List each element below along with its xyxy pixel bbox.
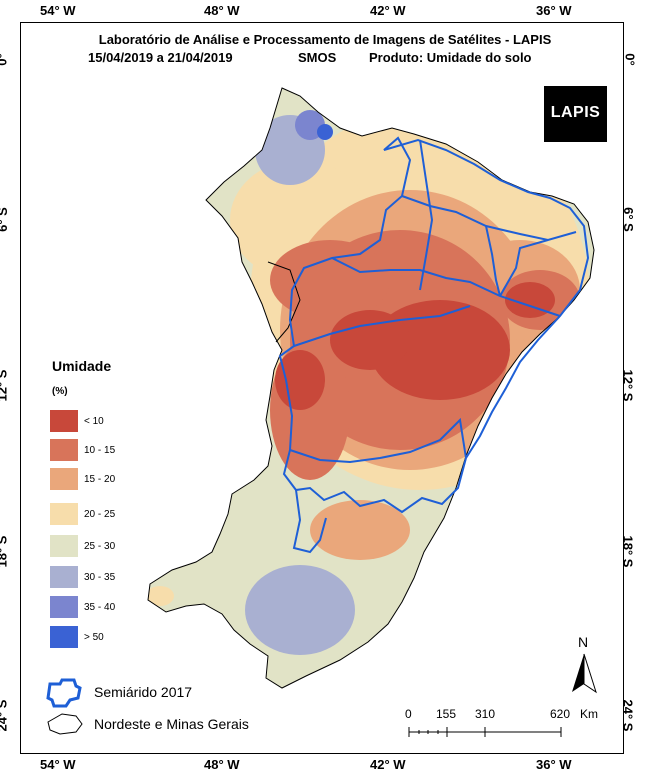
region-legend-label: Nordeste e Minas Gerais [94,716,249,732]
legend-swatch-3 [50,468,78,490]
legend-label-3: 15 - 20 [84,474,116,485]
state-line-dark [267,261,301,343]
legend-swatch-5 [50,535,78,557]
legend-swatch-7 [50,596,78,618]
map-product: Produto: Umidade do solo [369,50,532,65]
scale-label-155: 155 [436,707,457,721]
lon-label-48-bottom: 48° W [204,757,240,772]
scale-unit: Km [580,707,598,721]
region-outline [147,87,595,689]
lon-label-42: 42° W [370,3,406,18]
lon-label-36-bottom: 36° W [536,757,572,772]
legend-label-5: 25 - 30 [84,541,116,552]
legend-title: Umidade [52,358,112,374]
legend-label-2: 10 - 15 [84,445,116,456]
scale-label-0: 0 [405,707,412,721]
lon-label-48: 48° W [204,3,240,18]
lapis-logo: LAPIS [544,86,607,142]
lapis-logo-text: LAPIS [550,104,601,121]
north-label: N [578,634,589,650]
legend-swatch-2 [50,439,78,461]
scale-label-310: 310 [475,707,496,721]
semiarido-symbol [46,678,82,708]
legend-label-1: < 10 [84,416,104,427]
lon-label-42-bottom: 42° W [370,757,406,772]
scale-bar-graphic [408,727,562,737]
lon-label-54-bottom: 54° W [40,757,76,772]
map-title: Laboratório de Análise e Processamento d… [98,32,552,47]
legend-label-4: 20 - 25 [84,509,116,520]
legend-label-6: 30 - 35 [84,572,116,583]
legend-swatch-6 [50,566,78,588]
semiarido-legend-label: Semiárido 2017 [94,684,193,700]
map-period: 15/04/2019 a 21/04/2019 [88,50,233,65]
legend-swatch-8 [50,626,78,648]
legend-swatch-4 [50,503,78,525]
semiarido-boundary [278,136,590,554]
lon-label-54: 54° W [40,3,76,18]
scale-label-620: 620 [550,707,571,721]
map-frame [20,22,624,754]
moisture-raster [148,110,590,655]
map-sensor: SMOS [298,50,337,65]
north-arrow-graphic [572,653,597,694]
region-symbol [47,713,83,735]
legend-unit: (%) [52,386,68,397]
legend-swatch-1 [50,410,78,432]
legend-label-7: 35 - 40 [84,602,116,613]
lon-label-36: 36° W [536,3,572,18]
legend-label-8: > 50 [84,632,104,643]
